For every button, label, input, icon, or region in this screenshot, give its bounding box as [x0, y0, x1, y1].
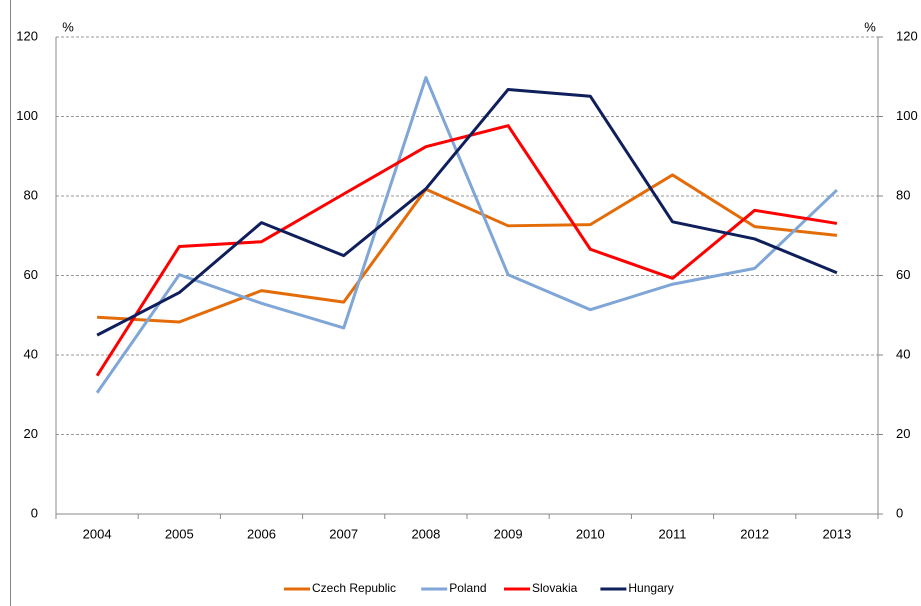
series-line — [95, 124, 838, 377]
y-tick-label: 100 — [16, 108, 38, 123]
y-tick-label: 60 — [24, 267, 38, 282]
y2-tick-label: 60 — [896, 267, 910, 282]
y2-tick-label: 0 — [896, 505, 903, 520]
series-line — [96, 87, 838, 337]
legend-label: Slovakia — [532, 581, 578, 595]
y2-tick-label: 100 — [896, 108, 918, 123]
x-tick-label: 2007 — [329, 526, 358, 541]
y2-axis-label: % — [864, 19, 876, 34]
x-tick-label: 2013 — [822, 526, 851, 541]
y2-tick-label: 20 — [896, 426, 910, 441]
chart-frame — [10, 0, 11, 606]
legend-label: Czech Republic — [312, 581, 396, 595]
legend-label: Hungary — [628, 581, 673, 595]
x-tick-label: 2008 — [411, 526, 440, 541]
y-tick-label: 0 — [31, 505, 38, 520]
legend-label: Poland — [449, 581, 486, 595]
x-tick-label: 2011 — [659, 526, 687, 541]
y-tick-label: 40 — [24, 346, 38, 361]
x-tick-label: 2004 — [83, 526, 112, 541]
y-tick-label: 120 — [16, 28, 38, 43]
y2-tick-label: 120 — [896, 28, 918, 43]
series-line — [95, 76, 838, 394]
x-tick-label: 2009 — [494, 526, 523, 541]
x-tick-label: 2010 — [576, 526, 605, 541]
x-tick-label: 2006 — [247, 526, 276, 541]
series-line — [97, 173, 838, 324]
x-tick-label: 2005 — [165, 526, 194, 541]
y-axis-label: % — [62, 19, 74, 34]
y2-tick-label: 80 — [896, 187, 910, 202]
y2-tick-label: 40 — [896, 346, 910, 361]
y-tick-label: 20 — [24, 426, 38, 441]
x-tick-label: 2012 — [740, 526, 769, 541]
y-tick-label: 80 — [24, 187, 38, 202]
